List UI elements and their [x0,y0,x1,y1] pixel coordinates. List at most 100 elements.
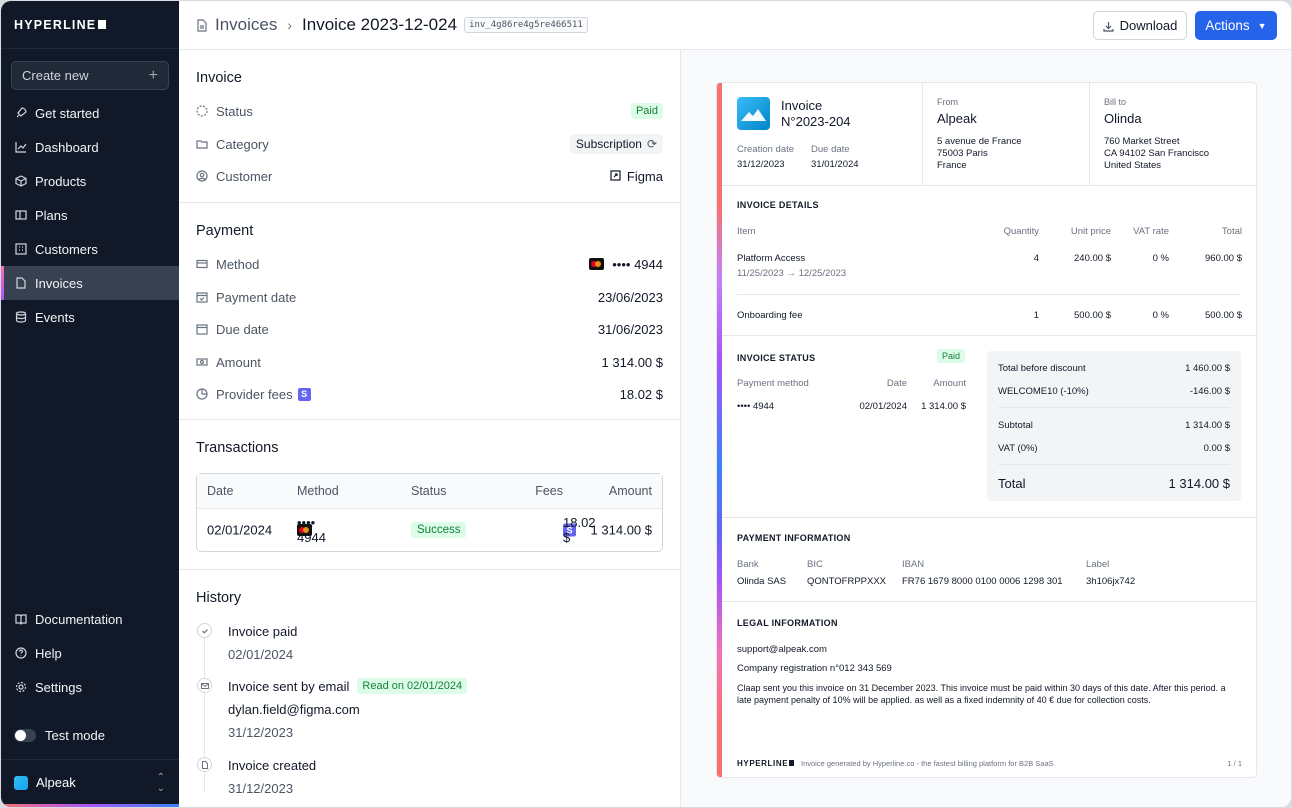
legal-text: Claap sent you this invoice on 31 Decemb… [737,683,1226,705]
plus-icon: + [148,66,158,84]
download-button[interactable]: Download [1093,11,1187,40]
subtotal-label: Subtotal [998,420,1033,431]
sidebar-item-settings[interactable]: Settings [1,670,179,704]
category-value: Subscription [575,137,642,151]
refresh-icon: ⟳ [646,137,657,151]
divider [922,83,923,185]
top-bar: Invoices › Invoice 2023-12-024 inv_4g86r… [179,1,1291,50]
label-value: 3h106jx742 [1086,576,1136,587]
line-item-unit: 240.00 $ [1074,253,1111,264]
bill-to-address: 760 Market Street [1104,136,1180,147]
total-label: Total [998,476,1026,491]
transactions-section: Transactions [179,420,681,570]
org-name: Alpeak [36,775,76,790]
from-address: 75003 Paris [937,148,988,159]
customer-link[interactable]: Figma [610,169,663,184]
test-mode-label: Test mode [45,728,105,743]
actions-button[interactable]: Actions ▼ [1195,11,1277,40]
amount-label: Amount [216,354,261,370]
provider-fees-value: 18.02 $ [619,386,663,402]
section-title: History [196,590,242,606]
document-icon [196,18,208,32]
column-header-date[interactable]: Date [207,484,234,498]
stripe-icon: S [563,523,576,537]
from-address: France [937,160,967,171]
due-date-label: Due date [216,321,269,337]
iban-value: FR76 1679 8000 0100 0006 1298 301 [902,576,1063,587]
amount-row: Amount 1 314.00 $ [196,352,663,372]
history-event-title-row: Invoice sent by email Read on 02/01/2024 [228,678,468,694]
amount-value: 1 314.00 $ [601,354,663,370]
category-chip[interactable]: Subscription ⟳ [569,134,663,154]
sidebar-item-invoices[interactable]: Invoices [1,266,179,300]
sidebar-item-label: Settings [35,679,82,695]
from-name: Alpeak [937,111,977,126]
footer-logo: HYPERLINE [737,759,795,768]
credit-card-icon [196,258,208,270]
payment-date-row: Payment date 23/06/2023 [196,287,663,307]
main-nav: Get started Dashboard Products Plans Cus… [1,96,179,334]
sidebar-item-label: Plans [35,207,68,223]
column-header-method[interactable]: Method [297,484,339,498]
sidebar-item-events[interactable]: Events [1,300,179,334]
line-item-name: Onboarding fee [737,310,803,321]
sidebar-item-help[interactable]: Help [1,636,179,670]
line-item-period: 11/25/2023 → 12/25/2023 [737,268,847,279]
section-title: Payment [196,223,254,239]
sidebar-item-customers[interactable]: Customers [1,232,179,266]
sidebar-item-plans[interactable]: Plans [1,198,179,232]
table-row[interactable]: 02/01/2024 •••• 4944 Success S 18.02 $ 1 … [197,509,662,551]
users-icon [15,243,27,255]
payment-info-title: PAYMENT INFORMATION [737,533,851,543]
legal-registration: Company registration n°012 343 569 [737,663,892,674]
chevron-updown-icon: ⌃ ⌄ [156,771,165,794]
bill-to-address: United States [1104,160,1162,171]
column-item: Item [737,226,756,237]
subtotal-value: 1 314.00 $ [1185,420,1230,431]
help-icon [15,647,27,659]
pie-chart-icon [196,388,208,400]
org-logo-icon [14,775,28,790]
column-total: Total [1221,226,1242,237]
vat-value: 0.00 $ [1203,443,1230,454]
mail-icon [197,678,212,693]
sidebar-item-get-started[interactable]: Get started [1,96,179,130]
stripe-icon: S [297,387,311,401]
vat-label: VAT (0%) [998,443,1038,454]
org-switcher[interactable]: Alpeak ⌃ ⌄ [1,759,179,805]
breadcrumb-invoices[interactable]: Invoices [215,15,278,34]
total-before-discount-value: 1 460.00 $ [1185,363,1230,374]
label-label: Label [1086,559,1110,570]
payment-date-value: 23/06/2023 [597,289,663,305]
divider [722,601,1256,602]
customer-row: Customer Figma [196,166,663,186]
book-icon [15,613,27,625]
totals-box: Total before discount 1 460.00 $ WELCOME… [987,351,1241,501]
sidebar-bottom-nav: Documentation Help Settings [1,602,179,704]
details-title: INVOICE DETAILS [737,200,819,210]
payment-method-label: Payment method [737,378,809,389]
tx-fees: 18.02 $ [563,515,596,545]
toggle-switch[interactable] [14,729,36,742]
payment-amount-label: Amount [933,378,966,389]
table-header: Date Method Status Fees Amount [197,474,662,509]
brand-logo[interactable]: HYPERLINE [1,1,179,49]
box-icon [15,175,27,187]
total-before-discount-label: Total before discount [998,363,1086,374]
column-header-amount[interactable]: Amount [608,484,652,498]
create-new-button[interactable]: Create new + [11,61,169,90]
column-header-status[interactable]: Status [411,484,447,498]
sidebar-item-products[interactable]: Products [1,164,179,198]
chart-icon [15,141,27,153]
divider [737,294,1241,295]
sidebar-item-dashboard[interactable]: Dashboard [1,130,179,164]
test-mode-toggle[interactable]: Test mode [14,728,105,743]
doc-number: N°2023-204 [781,114,851,129]
invoice-id-chip[interactable]: inv_4g86re4g5re466511 [464,17,588,33]
sidebar-item-documentation[interactable]: Documentation [1,602,179,636]
invoice-preview-panel: Invoice N°2023-204 Creation date 31/12/2… [681,50,1291,807]
column-header-fees[interactable]: Fees [535,484,563,498]
legal-info-title: LEGAL INFORMATION [737,618,838,628]
history-event-title: Invoice created [228,758,317,773]
